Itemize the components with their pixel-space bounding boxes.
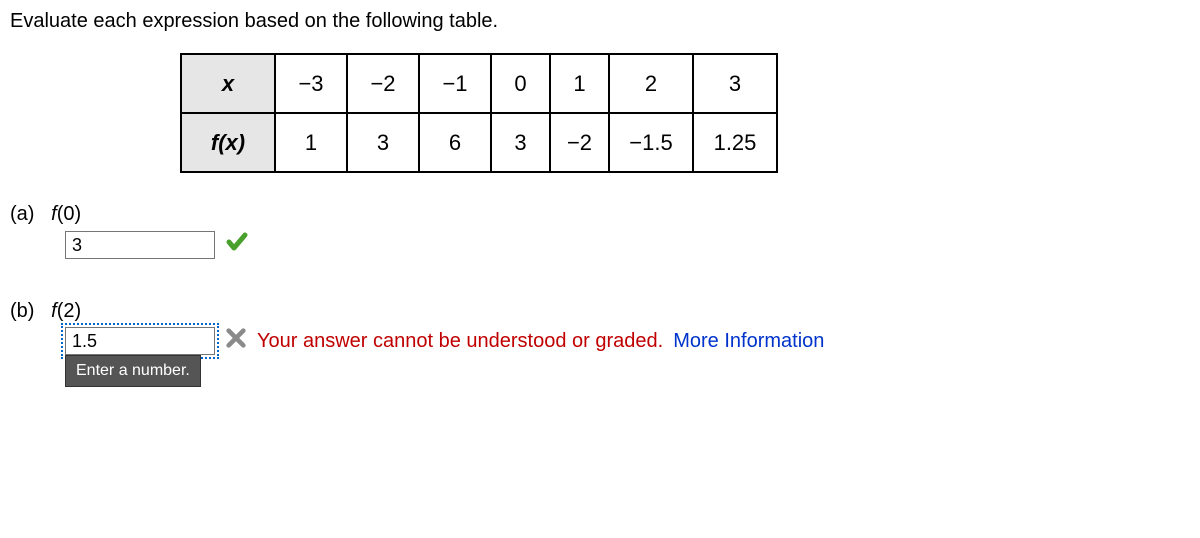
table-cell: 3: [347, 113, 419, 172]
func-arg: (0): [57, 203, 81, 225]
table-cell: 0: [491, 54, 550, 113]
table-cell: −1.5: [609, 113, 693, 172]
part-a-expression: f(0): [51, 203, 81, 226]
input-tooltip: Enter a number.: [65, 355, 201, 387]
part-b-answer-input[interactable]: [65, 327, 215, 355]
table-row: x −3 −2 −1 0 1 2 3: [181, 54, 777, 113]
func-arg: (2): [57, 300, 81, 322]
table-cell: 3: [693, 54, 777, 113]
instruction-text: Evaluate each expression based on the fo…: [10, 10, 1190, 33]
table-cell: −3: [275, 54, 347, 113]
table-cell: 1.25: [693, 113, 777, 172]
table-cell: 1: [275, 113, 347, 172]
part-b: (b) f(2) Your answer cannot be understoo…: [10, 300, 1190, 355]
x-icon: [225, 327, 247, 355]
table-cell: −2: [347, 54, 419, 113]
part-a-answer-input[interactable]: [65, 231, 215, 259]
part-a: (a) f(0): [10, 203, 1190, 260]
error-feedback-text: Your answer cannot be understood or grad…: [257, 330, 663, 353]
function-table: x −3 −2 −1 0 1 2 3 f(x) 1 3 6 3 −2 −1.5 …: [180, 53, 778, 173]
part-a-label: (a): [10, 203, 34, 226]
table-cell: 2: [609, 54, 693, 113]
table-cell: 6: [419, 113, 491, 172]
function-table-container: x −3 −2 −1 0 1 2 3 f(x) 1 3 6 3 −2 −1.5 …: [180, 53, 1190, 173]
x-header-cell: x: [181, 54, 275, 113]
table-cell: 3: [491, 113, 550, 172]
table-cell: −2: [550, 113, 609, 172]
check-icon: [225, 230, 249, 260]
table-row: f(x) 1 3 6 3 −2 −1.5 1.25: [181, 113, 777, 172]
fx-header-cell: f(x): [181, 113, 275, 172]
more-information-link[interactable]: More Information: [673, 330, 824, 353]
table-cell: 1: [550, 54, 609, 113]
part-b-expression: f(2): [51, 300, 81, 323]
part-b-label: (b): [10, 300, 34, 323]
table-cell: −1: [419, 54, 491, 113]
